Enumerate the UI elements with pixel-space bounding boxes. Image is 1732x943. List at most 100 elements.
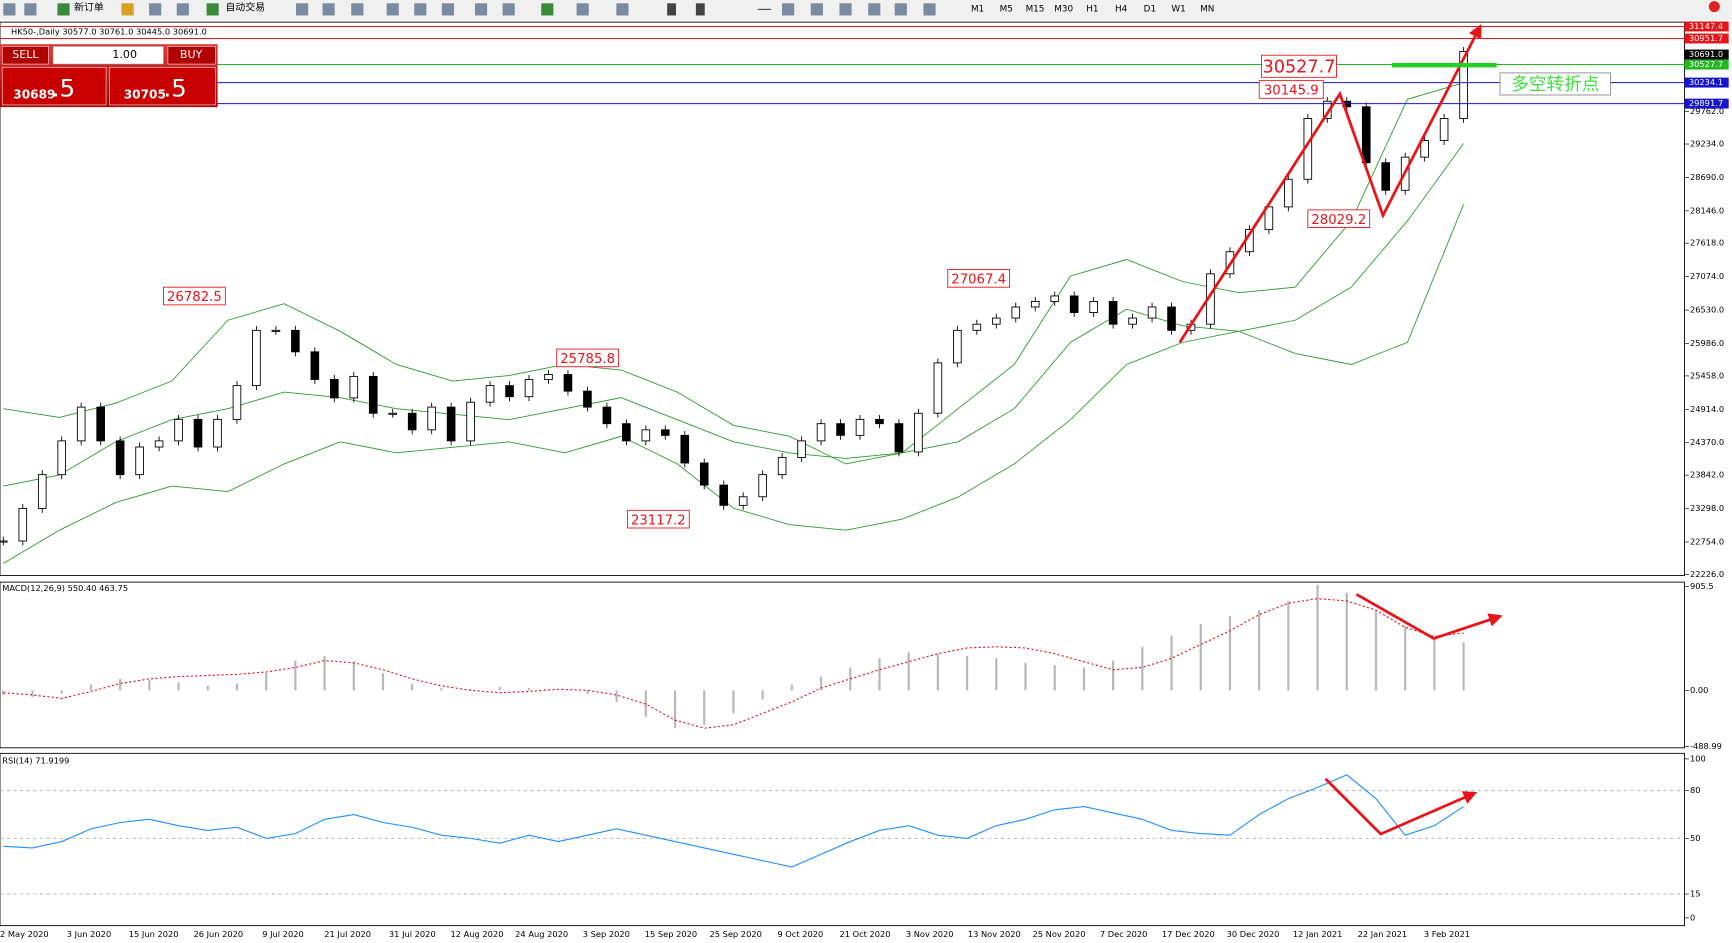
x-tick-label: 31 Jul 2020 <box>389 929 436 939</box>
macd-bar <box>1258 610 1261 691</box>
ask-main: 30705 <box>124 87 166 101</box>
y-tick-label: 22754.0 <box>1690 536 1724 546</box>
candle <box>855 418 865 436</box>
candle <box>330 379 339 399</box>
annotation: 26782.5 <box>167 290 222 305</box>
y-tick-label: 24370.0 <box>1690 437 1724 447</box>
price-tag <box>1684 77 1729 88</box>
macd-bar <box>586 690 589 694</box>
toolbar-button[interactable]: 新订单 <box>74 1 104 14</box>
candle <box>115 440 125 476</box>
candle <box>446 406 456 442</box>
candle <box>1264 206 1274 231</box>
x-tick-label: 12 Aug 2020 <box>451 929 504 939</box>
x-tick-label: 21 Oct 2020 <box>839 929 890 939</box>
candle <box>1284 178 1293 208</box>
toolbar-button[interactable]: 自动交易 <box>225 1 265 14</box>
candle <box>1089 301 1098 313</box>
annotation-box <box>1261 54 1337 78</box>
x-tick-label: 15 Jun 2020 <box>129 929 179 939</box>
x-tick-label: 21 Jul 2020 <box>324 929 371 939</box>
candle <box>660 429 670 436</box>
x-tick-label: 25 Sep 2020 <box>709 929 761 939</box>
timeframe-button[interactable]: M1 <box>971 4 984 14</box>
price-tag-label: 30527.7 <box>1689 59 1723 69</box>
macd-bar <box>819 676 823 691</box>
lots-value: 1.00 <box>112 48 137 61</box>
timeframe-button[interactable]: MN <box>1200 4 1214 14</box>
candle <box>96 406 105 442</box>
macd-bar <box>761 690 764 700</box>
x-tick-label: 3 Feb 2021 <box>1424 929 1470 939</box>
candle <box>953 329 962 364</box>
candle <box>836 423 845 436</box>
y-tick-label: 0 <box>1690 912 1695 922</box>
candle <box>1030 301 1040 308</box>
timeframe-button[interactable]: M30 <box>1054 4 1073 14</box>
timeframe-button[interactable]: M15 <box>1026 4 1045 14</box>
candle <box>427 406 436 431</box>
macd-bar <box>878 658 881 691</box>
y-tick-label: 23842.0 <box>1690 470 1724 480</box>
macd-bar <box>1374 610 1378 691</box>
y-tick-label: 905.5 <box>1690 581 1714 591</box>
timeframe-button[interactable]: M5 <box>1000 4 1013 14</box>
macd-bar <box>936 653 939 691</box>
macd-bar <box>527 688 531 691</box>
price-tag <box>1684 33 1729 44</box>
macd-bar <box>1287 600 1290 691</box>
y-tick-label: 24914.0 <box>1690 404 1724 414</box>
candle <box>991 317 1001 325</box>
candle <box>719 484 729 506</box>
macd-bar <box>440 688 443 691</box>
candle <box>135 446 144 476</box>
candle <box>583 390 592 408</box>
candle <box>76 406 86 442</box>
macd-bar <box>119 678 122 691</box>
timeframe-button[interactable]: W1 <box>1171 4 1185 14</box>
annotation-box <box>1499 72 1611 96</box>
candle <box>485 385 495 403</box>
candle <box>1361 106 1371 164</box>
price-tag-label: 30234.1 <box>1689 77 1723 87</box>
macd-bar <box>615 690 618 702</box>
buy-price[interactable] <box>109 67 216 106</box>
macd-bar <box>1433 638 1436 691</box>
macd-bar <box>1345 592 1348 691</box>
timeframe-button[interactable]: H1 <box>1086 4 1098 14</box>
lots-input[interactable] <box>52 46 164 65</box>
macd-bar <box>352 661 355 691</box>
y-tick-label: -488.99 <box>1690 741 1722 751</box>
candle <box>1050 295 1060 302</box>
sell-button[interactable] <box>1 46 49 65</box>
trade-panel <box>0 44 218 108</box>
timeframe-button[interactable]: D1 <box>1144 4 1156 14</box>
y-tick-label: 29234.0 <box>1690 139 1724 149</box>
timeframe-button[interactable]: H4 <box>1115 4 1128 14</box>
macd-bar <box>498 686 501 691</box>
macd-bar <box>60 690 63 694</box>
bollinger-band <box>3 204 1464 564</box>
macd-title: MACD(12,26,9) 550.40 463.75 <box>2 583 128 593</box>
annotation-box <box>626 509 690 529</box>
candle <box>563 374 573 392</box>
ask-pips: .5 <box>163 73 186 102</box>
sell-price[interactable] <box>1 67 107 106</box>
y-tick-label: 22226.0 <box>1690 569 1724 579</box>
x-tick-label: 3 Sep 2020 <box>583 929 630 939</box>
candle <box>680 434 690 464</box>
buy-button[interactable] <box>167 46 216 65</box>
price-tag-label: 31147.4 <box>1689 21 1723 31</box>
macd-bar <box>965 655 969 691</box>
x-tick-label: 15 Sep 2020 <box>645 929 697 939</box>
macd-bar <box>1404 626 1407 691</box>
candle <box>1069 295 1079 313</box>
candle <box>777 457 787 476</box>
candle <box>291 329 300 353</box>
annotation-box <box>947 269 1011 288</box>
candle <box>933 362 943 414</box>
price-tag <box>1684 98 1729 109</box>
macd-bar <box>1082 667 1086 691</box>
macd-bar <box>995 658 998 691</box>
rsi-line <box>3 774 1464 868</box>
